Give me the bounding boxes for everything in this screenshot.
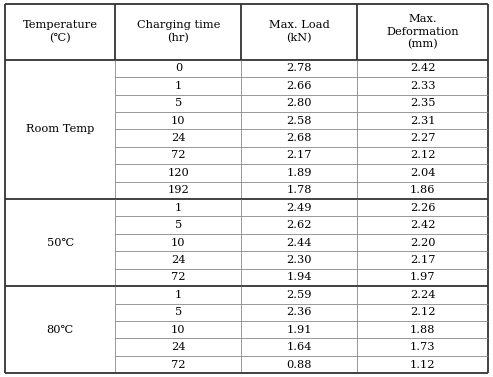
Text: 72: 72	[171, 360, 186, 369]
Text: 2.12: 2.12	[410, 150, 435, 161]
Text: 2.66: 2.66	[286, 81, 312, 91]
Text: 1.89: 1.89	[286, 168, 312, 178]
Text: 2.42: 2.42	[410, 220, 435, 230]
Text: 1.78: 1.78	[286, 185, 312, 195]
Text: 72: 72	[171, 150, 186, 161]
Text: 24: 24	[171, 133, 186, 143]
Text: 2.27: 2.27	[410, 133, 435, 143]
Text: 1: 1	[175, 203, 182, 213]
Text: 2.59: 2.59	[286, 290, 312, 300]
Text: 1.88: 1.88	[410, 325, 435, 335]
Text: Room Temp: Room Temp	[26, 124, 94, 134]
Text: 5: 5	[175, 98, 182, 108]
Text: 1.12: 1.12	[410, 360, 435, 369]
Text: 1.94: 1.94	[286, 273, 312, 282]
Text: 10: 10	[171, 116, 186, 126]
Text: 5: 5	[175, 220, 182, 230]
Text: 2.26: 2.26	[410, 203, 435, 213]
Text: 24: 24	[171, 342, 186, 352]
Text: 0.88: 0.88	[286, 360, 312, 369]
Text: 1.91: 1.91	[286, 325, 312, 335]
Text: 2.35: 2.35	[410, 98, 435, 108]
Text: 2.49: 2.49	[286, 203, 312, 213]
Text: 10: 10	[171, 325, 186, 335]
Text: 1: 1	[175, 290, 182, 300]
Text: 1.86: 1.86	[410, 185, 435, 195]
Text: 2.68: 2.68	[286, 133, 312, 143]
Text: 2.44: 2.44	[286, 238, 312, 248]
Text: Max.
Deformation
(mm): Max. Deformation (mm)	[386, 14, 459, 49]
Text: 1.97: 1.97	[410, 273, 435, 282]
Text: 24: 24	[171, 255, 186, 265]
Text: Max. Load
(kN): Max. Load (kN)	[269, 20, 329, 43]
Text: 192: 192	[168, 185, 189, 195]
Text: 2.17: 2.17	[410, 255, 435, 265]
Text: 72: 72	[171, 273, 186, 282]
Text: 0: 0	[175, 63, 182, 74]
Text: 2.20: 2.20	[410, 238, 435, 248]
Text: 120: 120	[168, 168, 189, 178]
Text: 2.78: 2.78	[286, 63, 312, 74]
Text: 2.30: 2.30	[286, 255, 312, 265]
Text: 2.33: 2.33	[410, 81, 435, 91]
Text: 80℃: 80℃	[46, 325, 74, 335]
Text: 2.24: 2.24	[410, 290, 435, 300]
Text: 2.04: 2.04	[410, 168, 435, 178]
Text: 2.80: 2.80	[286, 98, 312, 108]
Text: 2.42: 2.42	[410, 63, 435, 74]
Text: 5: 5	[175, 307, 182, 317]
Text: 1.73: 1.73	[410, 342, 435, 352]
Text: 1.64: 1.64	[286, 342, 312, 352]
Text: 2.58: 2.58	[286, 116, 312, 126]
Text: 2.62: 2.62	[286, 220, 312, 230]
Text: 10: 10	[171, 238, 186, 248]
Text: 1: 1	[175, 81, 182, 91]
Text: 2.31: 2.31	[410, 116, 435, 126]
Text: 50℃: 50℃	[46, 238, 74, 248]
Text: Temperature
(℃): Temperature (℃)	[23, 20, 98, 43]
Text: Charging time
(hr): Charging time (hr)	[137, 20, 220, 43]
Text: 2.36: 2.36	[286, 307, 312, 317]
Text: 2.12: 2.12	[410, 307, 435, 317]
Text: 2.17: 2.17	[286, 150, 312, 161]
